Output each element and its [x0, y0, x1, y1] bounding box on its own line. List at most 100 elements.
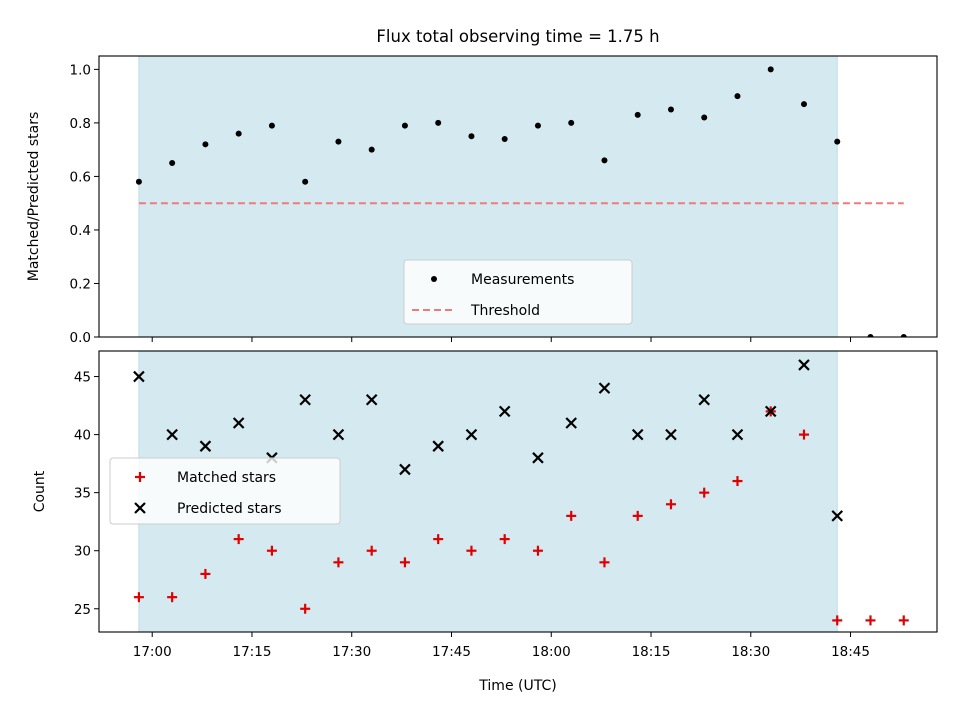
x-axis-label: Time (UTC) [478, 678, 556, 694]
predicted-star-point [798, 359, 810, 371]
y-tick-label: 40 [74, 428, 91, 444]
legend-measurement-marker [431, 276, 437, 282]
x-tick-label: 17:15 [233, 644, 272, 660]
matched-star-point [665, 499, 676, 510]
matched-star-point [433, 534, 444, 545]
legend-predicted-marker [134, 502, 146, 514]
y-tick-label: 30 [74, 544, 91, 560]
predicted-star-point [232, 417, 245, 429]
measurement-point [235, 130, 242, 137]
matched-star-point [399, 557, 410, 568]
measurement-point [368, 146, 375, 153]
predicted-star-point [332, 428, 345, 441]
measurement-point [867, 334, 874, 337]
measurement-point [169, 160, 176, 167]
measurement-point [767, 66, 774, 73]
legend-label: Measurements [471, 272, 574, 288]
matched-star-point [200, 568, 211, 579]
matched-star-point [366, 545, 377, 556]
measurement-point [202, 141, 209, 148]
matched-star-point [133, 592, 144, 603]
predicted-star-point [432, 440, 444, 452]
matched-star-point [333, 557, 344, 568]
y-tick-label: 45 [74, 370, 91, 386]
measurement-point [135, 178, 142, 185]
matched-star-point [566, 510, 577, 521]
legend-label: Matched stars [177, 470, 276, 486]
predicted-star-point [598, 382, 611, 394]
plot-area [133, 359, 909, 626]
measurement-point [667, 106, 674, 113]
x-tick-label: 18:00 [532, 644, 571, 660]
measurement-point [601, 157, 608, 164]
axes-frame [98, 55, 938, 338]
predicted-star-point [731, 428, 744, 441]
y-tick-label: 0.4 [70, 223, 91, 239]
measurement-point [501, 135, 508, 142]
predicted-star-point [399, 463, 411, 476]
predicted-star-point [831, 510, 844, 522]
axes-frame [98, 350, 938, 633]
x-tick-label: 18:30 [731, 644, 770, 660]
x-tick-label: 17:00 [133, 644, 172, 660]
predicted-star-point [665, 428, 677, 441]
predicted-star-point [465, 428, 478, 441]
matched-star-point [732, 476, 743, 487]
measurement-point [302, 178, 309, 185]
predicted-star-point [532, 452, 544, 464]
predicted-star-point [764, 405, 777, 418]
y-tick-label: 25 [74, 602, 91, 618]
legend-matched-marker [135, 472, 145, 482]
measurement-point [401, 122, 408, 129]
matched-star-point [832, 615, 843, 626]
matched-star-point [898, 615, 909, 626]
bottom-panel: 25 30 35 40 45 17:00 17:15 17:30 17:45 18:00 18:15… [32, 350, 938, 660]
chart-title: Flux total observing time = 1.75 h [376, 27, 659, 46]
predicted-star-point [698, 393, 711, 406]
plot-area [135, 66, 907, 337]
legend-box [403, 259, 633, 325]
measurement-point [534, 122, 541, 129]
y-axis-label: Matched/Predicted stars [26, 112, 42, 282]
measurement-point [268, 122, 275, 129]
measurement-point [435, 119, 442, 126]
legend: Matched stars Predicted stars [109, 457, 341, 525]
measurement-point [335, 138, 342, 145]
measurement-point [734, 93, 741, 100]
matched-star-point [632, 510, 643, 521]
measurement-point [701, 114, 708, 121]
predicted-star-point [299, 393, 311, 406]
measurement-point [900, 334, 907, 337]
matched-star-point [599, 557, 610, 568]
predicted-star-point [166, 428, 178, 441]
measurement-point [834, 138, 841, 145]
x-tick-label: 18:45 [831, 644, 870, 660]
y-tick-label: 1.0 [70, 62, 91, 78]
x-tick-label: 18:15 [632, 644, 671, 660]
measurement-point [634, 111, 641, 118]
matched-star-point [167, 592, 178, 603]
predicted-star-point [365, 393, 378, 406]
y-tick-label: 0.0 [70, 330, 91, 346]
x-tick-label: 17:45 [432, 644, 471, 660]
predicted-star-point [199, 440, 212, 452]
matched-star-point [233, 534, 244, 545]
x-tick-label: 17:30 [332, 644, 371, 660]
measurement-point [468, 133, 475, 140]
predicted-star-point [133, 370, 145, 383]
y-tick-label: 0.2 [70, 276, 91, 292]
y-tick-label: 35 [74, 486, 91, 502]
top-panel: 0.0 0.2 0.4 0.6 0.8 1.0 Matched/Predicted star… [26, 55, 938, 346]
matched-star-point [798, 429, 809, 440]
matched-star-point [699, 487, 710, 498]
predicted-star-point [631, 428, 644, 441]
legend-box [109, 457, 341, 525]
legend-label: Predicted stars [177, 501, 282, 517]
measurement-point [800, 101, 807, 108]
predicted-star-point [498, 405, 511, 418]
matched-star-point [532, 545, 543, 556]
measurement-point [568, 119, 575, 126]
y-axis-label: Count [32, 470, 48, 512]
legend-label: Threshold [470, 303, 540, 319]
